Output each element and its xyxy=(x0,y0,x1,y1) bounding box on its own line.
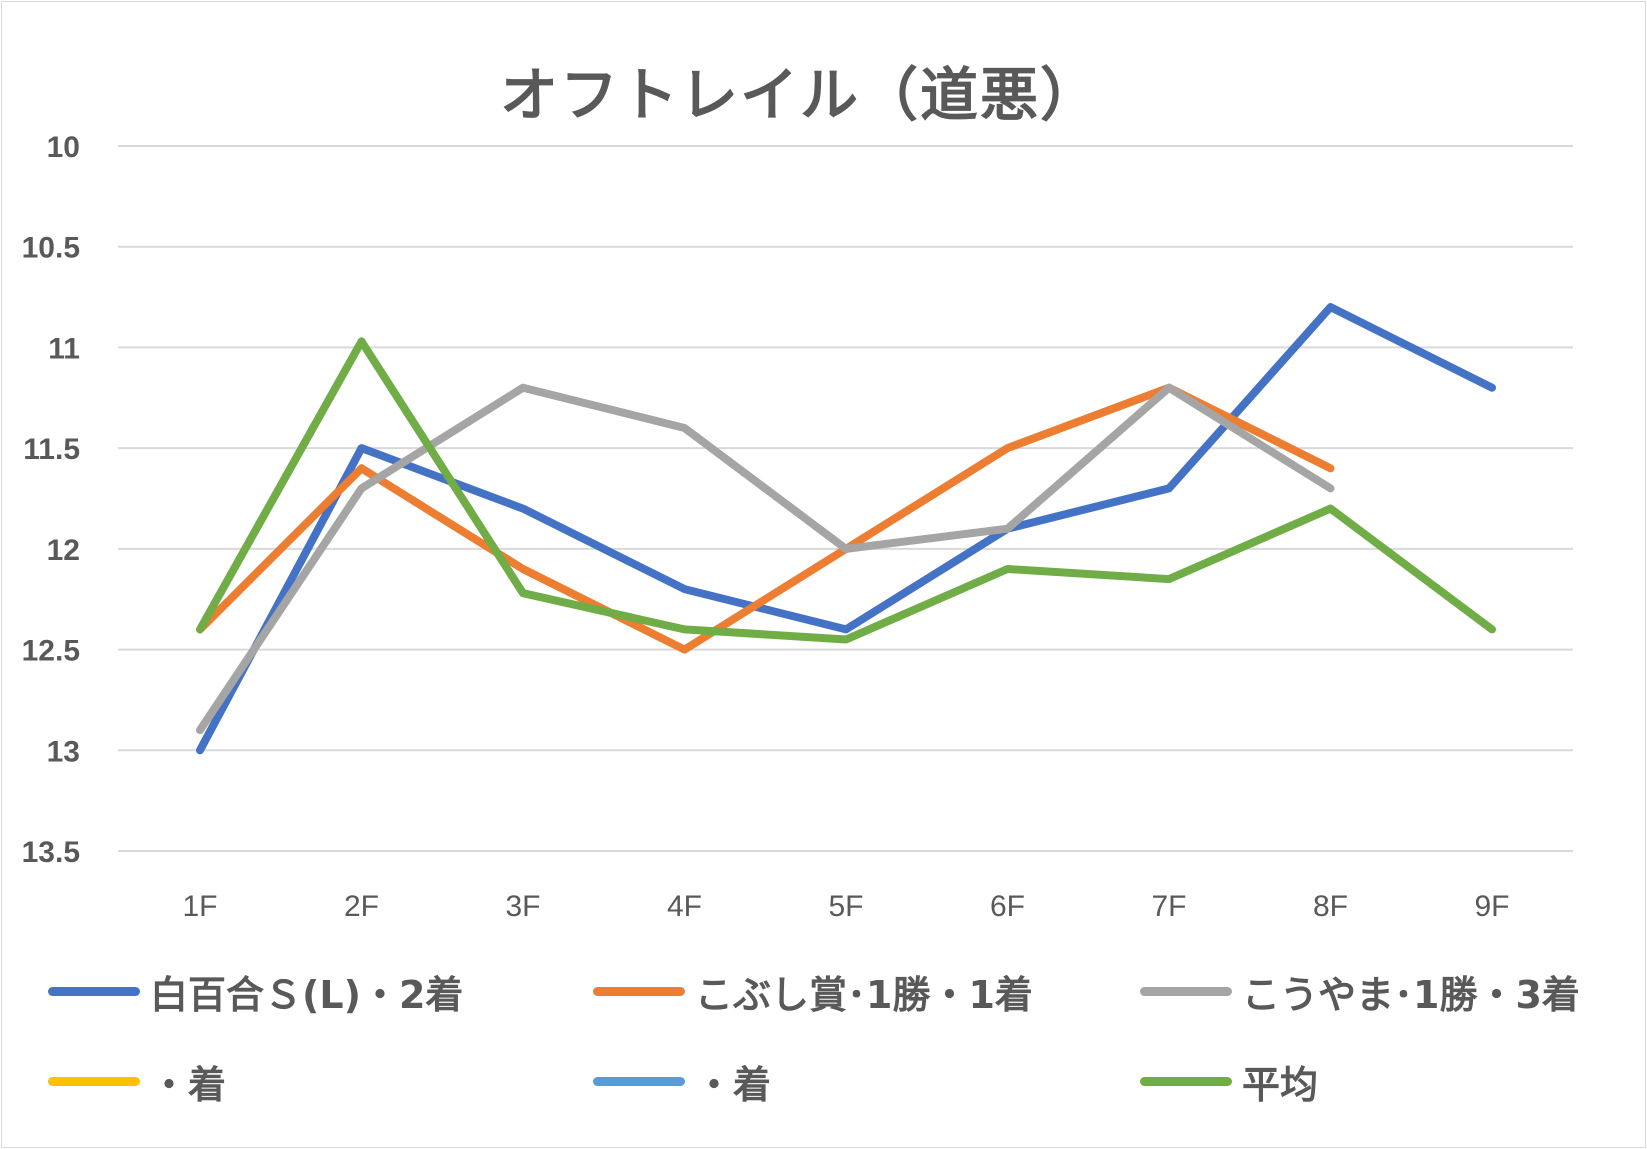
legend-item[interactable]: ・着 xyxy=(48,1054,226,1109)
x-tick-label: 8F xyxy=(1313,890,1348,923)
legend-label: こぶし賞･1勝・1着 xyxy=(695,973,1033,1017)
legend-label: 白百合Ｓ(L)・2着 xyxy=(150,973,464,1017)
legend-swatch xyxy=(593,987,685,996)
legend-label: ・着 xyxy=(150,1063,227,1107)
y-axis-tick-labels: 10 10.5 11 11.5 12 12.5 13 13.5 xyxy=(22,131,80,869)
y-tick-label: 12.5 xyxy=(22,635,80,668)
legend-item[interactable]: 白百合Ｓ(L)・2着 xyxy=(48,964,463,1019)
legend-item[interactable]: ・着 xyxy=(593,1054,771,1109)
series-line-0 xyxy=(196,303,1496,755)
x-tick-label: 7F xyxy=(1151,890,1186,923)
x-tick-label: 2F xyxy=(344,890,379,923)
series-line-5 xyxy=(196,337,1496,644)
legend-swatch xyxy=(1140,1077,1232,1086)
legend-swatch xyxy=(593,1077,685,1086)
series-line-2 xyxy=(196,383,1335,735)
x-tick-label: 3F xyxy=(505,890,540,923)
y-tick-label: 10 xyxy=(47,131,80,164)
x-tick-label: 1F xyxy=(182,890,217,923)
legend-swatch xyxy=(48,987,140,996)
legend-swatch xyxy=(1140,987,1232,996)
chart-title: オフトレイル（道悪） xyxy=(499,61,1100,129)
x-tick-label: 9F xyxy=(1474,890,1509,923)
legend-swatch xyxy=(48,1077,140,1086)
x-tick-label: 4F xyxy=(667,890,702,923)
series-line-1 xyxy=(196,383,1335,654)
legend-label: こうやま･1勝・3着 xyxy=(1242,973,1580,1017)
x-tick-label: 5F xyxy=(828,890,863,923)
y-tick-label: 12 xyxy=(47,534,80,567)
y-tick-label: 11 xyxy=(48,332,80,365)
y-tick-label: 11.5 xyxy=(23,433,80,466)
legend-label: ・着 xyxy=(695,1063,772,1107)
gridlines xyxy=(118,145,1573,852)
series-lines xyxy=(196,303,1496,755)
legend-item[interactable]: こうやま･1勝・3着 xyxy=(1140,964,1580,1019)
legend-item[interactable]: こぶし賞･1勝・1着 xyxy=(593,964,1033,1019)
y-tick-label: 13.5 xyxy=(22,836,80,869)
legend-item[interactable]: 平均 xyxy=(1140,1054,1318,1109)
y-tick-label: 10.5 xyxy=(22,232,80,265)
legend-label: 平均 xyxy=(1242,1063,1319,1107)
x-tick-label: 6F xyxy=(990,890,1025,923)
y-tick-label: 13 xyxy=(47,735,80,768)
x-axis-tick-labels: 1F 2F 3F 4F 5F 6F 7F 8F 9F xyxy=(182,890,1509,923)
